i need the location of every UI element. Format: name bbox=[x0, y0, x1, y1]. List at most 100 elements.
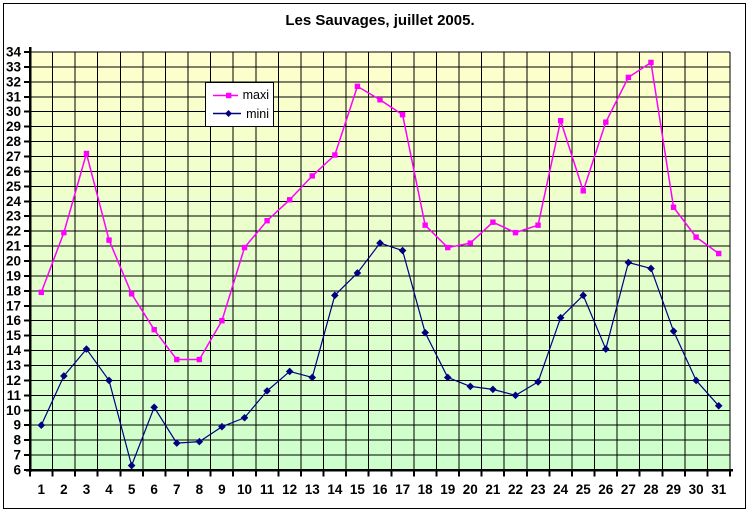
maxi-point bbox=[625, 74, 632, 81]
maxi-point bbox=[490, 219, 496, 225]
mini-point bbox=[602, 345, 610, 353]
mini-point bbox=[308, 373, 317, 382]
maxi-point bbox=[286, 197, 293, 203]
y-tick-label: 31 bbox=[6, 89, 22, 104]
maxi-point bbox=[422, 222, 428, 228]
mini-point bbox=[692, 376, 700, 385]
x-tick-label: 28 bbox=[643, 482, 659, 497]
x-tick-label: 21 bbox=[485, 482, 501, 497]
mini-point bbox=[647, 264, 655, 273]
mini-point bbox=[489, 385, 497, 394]
maxi-point bbox=[512, 229, 519, 236]
x-tick-label: 19 bbox=[440, 482, 455, 497]
x-tick-label: 2 bbox=[60, 482, 68, 497]
x-tick-label: 23 bbox=[531, 482, 547, 497]
chart-title: Les Sauvages, juillet 2005. bbox=[285, 12, 475, 29]
y-tick-label: 30 bbox=[6, 104, 21, 119]
x-tick-label: 31 bbox=[711, 482, 727, 497]
x-tick-label: 4 bbox=[105, 482, 113, 497]
mini-point bbox=[105, 376, 113, 385]
y-tick-label: 9 bbox=[13, 418, 21, 433]
y-tick-label: 29 bbox=[6, 119, 21, 134]
x-tick-label: 8 bbox=[196, 482, 204, 497]
x-tick-label: 29 bbox=[666, 482, 681, 497]
x-tick-label: 15 bbox=[350, 482, 366, 497]
maxi-point bbox=[693, 234, 699, 240]
y-tick-label: 34 bbox=[6, 45, 22, 60]
mini-point bbox=[466, 382, 475, 391]
maxi-point bbox=[128, 291, 135, 297]
mini-point bbox=[376, 239, 384, 247]
y-tick-label: 15 bbox=[6, 328, 22, 343]
y-tick-label: 14 bbox=[6, 343, 22, 358]
x-tick-label: 22 bbox=[508, 482, 523, 497]
mini-point bbox=[669, 327, 678, 335]
maxi-legend-marker bbox=[226, 92, 232, 98]
y-tick-label: 26 bbox=[6, 164, 22, 179]
x-tick-label: 6 bbox=[150, 482, 158, 497]
maxi-point bbox=[264, 217, 270, 224]
maxi-point bbox=[332, 152, 338, 158]
maxi-point bbox=[196, 356, 203, 363]
maxi-point bbox=[151, 326, 157, 333]
mini-point bbox=[331, 291, 339, 300]
maxi-line-sample-icon bbox=[213, 92, 238, 98]
y-tick-label: 11 bbox=[7, 388, 22, 403]
y-tick-label: 22 bbox=[6, 224, 21, 239]
y-tick-label: 27 bbox=[6, 149, 21, 164]
x-tick-label: 13 bbox=[305, 482, 321, 497]
maxi-point bbox=[174, 356, 180, 363]
maxi-point bbox=[716, 250, 722, 257]
mini-point bbox=[150, 403, 158, 412]
mini-line-sample-icon bbox=[213, 110, 242, 118]
y-tick-label: 33 bbox=[6, 59, 22, 74]
x-tick-label: 5 bbox=[128, 482, 136, 497]
x-tick-label: 1 bbox=[38, 482, 46, 497]
maxi-point bbox=[535, 222, 541, 228]
mini-legend-marker bbox=[225, 110, 232, 118]
mini-point bbox=[82, 345, 91, 353]
maxi-point bbox=[309, 173, 315, 179]
maxi-point bbox=[467, 240, 474, 246]
x-tick-label: 3 bbox=[83, 482, 91, 497]
legend-label-maxi: maxi bbox=[242, 88, 269, 102]
mini-point bbox=[353, 269, 362, 277]
mini-point bbox=[263, 387, 271, 395]
y-tick-label: 17 bbox=[6, 298, 21, 313]
x-tick-label: 25 bbox=[576, 482, 592, 497]
y-tick-label: 10 bbox=[6, 403, 21, 418]
x-tick-label: 24 bbox=[553, 482, 569, 497]
maxi-point bbox=[580, 188, 586, 194]
mini-point bbox=[534, 378, 542, 386]
mini-point bbox=[398, 246, 407, 255]
maxi-point bbox=[377, 97, 383, 103]
maxi-point bbox=[445, 244, 451, 251]
maxi-point bbox=[106, 237, 112, 243]
maxi-point bbox=[670, 204, 677, 210]
x-tick-label: 26 bbox=[598, 482, 614, 497]
mini-point bbox=[421, 328, 429, 337]
legend-item-mini: mini bbox=[212, 106, 269, 121]
maxi-point bbox=[354, 83, 361, 90]
y-tick-label: 32 bbox=[6, 74, 21, 89]
mini-point bbox=[443, 373, 452, 382]
y-tick-label: 12 bbox=[6, 373, 21, 388]
x-tick-label: 17 bbox=[395, 482, 410, 497]
x-tick-label: 27 bbox=[621, 482, 636, 497]
x-tick-label: 20 bbox=[463, 482, 478, 497]
mini-point bbox=[579, 291, 588, 300]
y-tick-label: 19 bbox=[6, 268, 21, 283]
y-tick-label: 18 bbox=[6, 283, 22, 298]
x-tick-label: 30 bbox=[689, 482, 704, 497]
y-tick-label: 21 bbox=[6, 239, 22, 254]
x-tick-label: 9 bbox=[218, 482, 226, 497]
y-tick-label: 25 bbox=[6, 179, 22, 194]
maxi-point bbox=[219, 318, 225, 324]
y-tick-label: 20 bbox=[6, 254, 21, 269]
mini-point bbox=[240, 413, 249, 422]
legend-label-mini: mini bbox=[246, 106, 269, 121]
legend-item-maxi: maxi bbox=[212, 89, 269, 102]
maxi-point bbox=[603, 119, 609, 125]
